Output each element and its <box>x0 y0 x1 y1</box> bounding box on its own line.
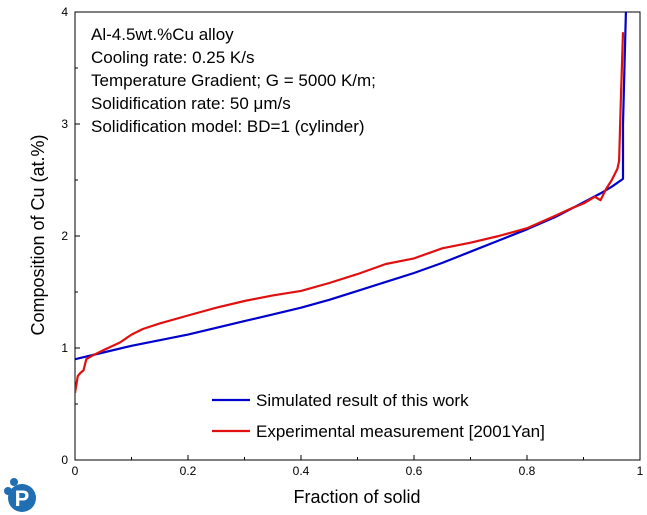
x-tick-label: 1 <box>637 464 644 478</box>
y-tick-label: 0 <box>61 453 68 467</box>
y-tick-label: 1 <box>61 341 68 355</box>
annotation-line: Cooling rate: 0.25 K/s <box>91 48 254 67</box>
y-tick-label: 2 <box>61 229 68 243</box>
legend-label: Simulated result of this work <box>256 391 469 410</box>
experimental-series-line <box>75 32 625 393</box>
logo-dot-top <box>10 478 18 486</box>
logo: P <box>4 478 36 512</box>
x-tick-label: 0 <box>72 464 79 478</box>
y-tick-label: 4 <box>61 5 68 19</box>
logo-circle <box>8 484 36 512</box>
x-tick-label: 0.2 <box>180 464 197 478</box>
y-axis-label: Composition of Cu (at.%) <box>28 134 48 335</box>
x-axis-label: Fraction of solid <box>293 487 420 507</box>
legend-label: Experimental measurement [2001Yan] <box>256 422 545 441</box>
logo-letter: P <box>15 486 30 511</box>
annotation-line: Solidification rate: 50 μm/s <box>91 94 291 113</box>
annotation-line: Temperature Gradient; G = 5000 K/m; <box>91 71 376 90</box>
x-tick-label: 0.8 <box>519 464 536 478</box>
annotation-line: Al-4.5wt.%Cu alloy <box>91 25 234 44</box>
x-tick-label: 0.6 <box>406 464 423 478</box>
annotation-line: Solidification model: BD=1 (cylinder) <box>91 117 365 136</box>
simulated-series-line <box>75 12 627 361</box>
x-tick-label: 0.4 <box>293 464 310 478</box>
y-tick-label: 3 <box>61 117 68 131</box>
